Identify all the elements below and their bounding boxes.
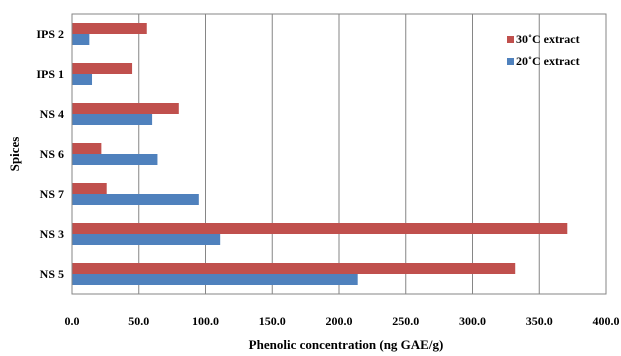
bar-30c-ns-3 bbox=[72, 223, 568, 234]
legend: 30˚C extract 20˚C extract bbox=[507, 32, 580, 68]
x-tick-label: 300.0 bbox=[459, 314, 486, 328]
x-tick-label: 350.0 bbox=[526, 314, 553, 328]
legend-swatch bbox=[507, 36, 514, 43]
x-tick-label: 150.0 bbox=[259, 314, 286, 328]
bars bbox=[72, 23, 568, 285]
bar-20c-ns-7 bbox=[72, 194, 199, 205]
x-tick-label: 100.0 bbox=[192, 314, 219, 328]
y-tick-labels: IPS 2 IPS 1 NS 4 NS 6 NS 7 NS 3 NS 5 bbox=[36, 27, 64, 281]
bar-30c-ns-6 bbox=[72, 143, 102, 154]
bar-20c-ns-4 bbox=[72, 114, 153, 125]
x-tick-label: 200.0 bbox=[326, 314, 353, 328]
bar-20c-ns-6 bbox=[72, 154, 158, 165]
x-tick-label: 0.0 bbox=[65, 314, 80, 328]
y-tick-label: NS 7 bbox=[40, 187, 64, 201]
x-tick-label: 250.0 bbox=[392, 314, 419, 328]
legend-swatch bbox=[507, 58, 514, 65]
x-tick-labels: 0.0 50.0 100.0 150.0 200.0 250.0 300.0 350.0 400… bbox=[65, 314, 620, 328]
bar-20c-ns-5 bbox=[72, 274, 358, 285]
bar-30c-ips-1 bbox=[72, 63, 133, 74]
bar-30c-ips-2 bbox=[72, 23, 147, 34]
y-tick-label: IPS 2 bbox=[36, 27, 64, 41]
bar-20c-ns-3 bbox=[72, 234, 221, 245]
bar-30c-ns-4 bbox=[72, 103, 179, 114]
y-tick-label: NS 3 bbox=[40, 227, 64, 241]
plot-border bbox=[71, 13, 607, 295]
x-axis-title: Phenolic concentration (ng GAE/g) bbox=[249, 337, 444, 352]
y-tick-label: NS 4 bbox=[40, 107, 64, 121]
legend-label: 20˚C extract bbox=[516, 54, 580, 68]
x-tick-label: 50.0 bbox=[128, 314, 149, 328]
x-tick-label: 400.0 bbox=[593, 314, 620, 328]
legend-label: 30˚C extract bbox=[516, 32, 580, 46]
bar-30c-ns-7 bbox=[72, 183, 107, 194]
bar-30c-ns-5 bbox=[72, 263, 516, 274]
bar-20c-ips-2 bbox=[72, 34, 90, 45]
y-tick-label: NS 6 bbox=[40, 147, 64, 161]
y-tick-label: IPS 1 bbox=[36, 67, 64, 81]
y-tick-label: NS 5 bbox=[40, 267, 64, 281]
bar-20c-ips-1 bbox=[72, 74, 93, 85]
y-axis-title: Spices bbox=[7, 137, 22, 172]
